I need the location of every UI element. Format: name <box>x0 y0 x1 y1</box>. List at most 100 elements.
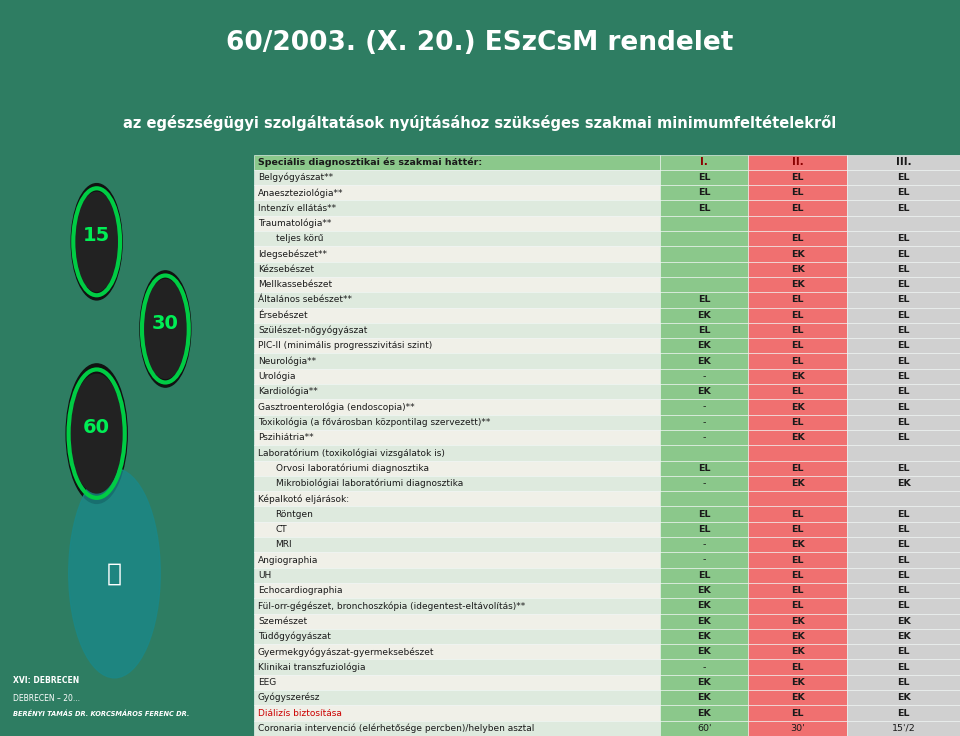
Bar <box>254 721 660 736</box>
Text: EL: EL <box>898 295 910 305</box>
Bar <box>660 491 749 506</box>
Text: EL: EL <box>791 295 804 305</box>
Bar <box>254 262 660 277</box>
Text: EK: EK <box>697 632 711 641</box>
Bar <box>660 705 749 721</box>
Text: DEBRECEN – 20...: DEBRECEN – 20... <box>12 694 80 703</box>
Text: -: - <box>703 662 706 672</box>
Text: Gyermekgyógyászat-gyermeksebészet: Gyermekgyógyászat-gyermeksebészet <box>258 647 435 657</box>
Bar <box>847 231 960 247</box>
Bar <box>749 414 847 430</box>
Text: EL: EL <box>791 311 804 319</box>
Bar <box>749 155 847 170</box>
Bar <box>254 247 660 262</box>
Bar <box>847 675 960 690</box>
Bar <box>660 262 749 277</box>
Text: EL: EL <box>898 173 910 182</box>
Bar <box>847 338 960 353</box>
Text: -: - <box>703 372 706 381</box>
Bar <box>749 170 847 185</box>
Text: EL: EL <box>791 204 804 213</box>
Text: EK: EK <box>697 586 711 595</box>
Text: EL: EL <box>791 188 804 197</box>
Bar <box>847 292 960 308</box>
Text: BERÉNYI TAMÁS DR. KORCSMÁROS FERENC DR.: BERÉNYI TAMÁS DR. KORCSMÁROS FERENC DR. <box>12 711 189 717</box>
Circle shape <box>71 183 122 300</box>
Text: EL: EL <box>898 418 910 427</box>
Text: EL: EL <box>791 586 804 595</box>
Bar <box>254 659 660 675</box>
Bar <box>254 170 660 185</box>
Text: EL: EL <box>898 342 910 350</box>
Text: EK: EK <box>697 357 711 366</box>
Text: Echocardiographia: Echocardiographia <box>258 586 343 595</box>
Text: EK: EK <box>697 693 711 702</box>
Bar <box>847 323 960 338</box>
Text: EK: EK <box>791 433 804 442</box>
Bar <box>749 292 847 308</box>
Bar <box>660 323 749 338</box>
Text: Diálizís biztosítása: Diálizís biztosítása <box>258 709 342 718</box>
Bar <box>254 705 660 721</box>
Text: -: - <box>703 433 706 442</box>
Bar <box>254 384 660 400</box>
Bar <box>660 216 749 231</box>
Bar <box>660 414 749 430</box>
Bar <box>254 614 660 629</box>
Bar <box>847 308 960 323</box>
Bar <box>254 491 660 506</box>
Text: Szülészet-nőgyógyászat: Szülészet-nőgyógyászat <box>258 326 368 336</box>
Text: EL: EL <box>898 403 910 411</box>
Text: PIC-II (minimális progresszivitási szint): PIC-II (minimális progresszivitási szint… <box>258 342 432 350</box>
Bar <box>749 231 847 247</box>
Bar <box>660 247 749 262</box>
Bar <box>749 553 847 567</box>
Bar <box>749 323 847 338</box>
Bar <box>660 400 749 414</box>
Text: EK: EK <box>697 342 711 350</box>
Bar <box>660 644 749 659</box>
Bar <box>749 185 847 200</box>
Bar <box>847 400 960 414</box>
Text: EL: EL <box>698 509 710 519</box>
Text: EK: EK <box>897 632 910 641</box>
Bar <box>254 414 660 430</box>
Text: EL: EL <box>898 509 910 519</box>
Text: EL: EL <box>898 265 910 274</box>
Bar <box>847 537 960 553</box>
Bar <box>660 675 749 690</box>
Text: EL: EL <box>898 662 910 672</box>
Bar <box>749 384 847 400</box>
Text: EL: EL <box>898 525 910 534</box>
Text: EL: EL <box>898 204 910 213</box>
Text: EK: EK <box>791 617 804 626</box>
Text: Kardiológia**: Kardiológia** <box>258 387 318 397</box>
Text: EL: EL <box>791 601 804 610</box>
Bar <box>660 629 749 644</box>
Text: EL: EL <box>898 387 910 396</box>
Bar <box>254 216 660 231</box>
Bar <box>660 476 749 491</box>
Text: EK: EK <box>791 403 804 411</box>
Bar <box>254 476 660 491</box>
Bar <box>847 614 960 629</box>
Text: EK: EK <box>697 601 711 610</box>
Text: EL: EL <box>698 295 710 305</box>
Text: EK: EK <box>697 311 711 319</box>
Bar <box>660 338 749 353</box>
Text: Neurológia**: Neurológia** <box>258 356 316 366</box>
Text: -: - <box>703 403 706 411</box>
Text: EL: EL <box>898 464 910 473</box>
Text: Laboratórium (toxikológiai vizsgálatok is): Laboratórium (toxikológiai vizsgálatok i… <box>258 448 444 458</box>
Bar <box>254 644 660 659</box>
Bar <box>847 476 960 491</box>
Text: -: - <box>703 540 706 549</box>
Bar <box>660 598 749 614</box>
Bar <box>254 155 660 170</box>
Text: EL: EL <box>791 357 804 366</box>
Text: Mellkassebészet: Mellkassebészet <box>258 280 332 289</box>
Bar <box>254 277 660 292</box>
Bar <box>749 629 847 644</box>
Bar <box>254 338 660 353</box>
Text: EL: EL <box>698 173 710 182</box>
